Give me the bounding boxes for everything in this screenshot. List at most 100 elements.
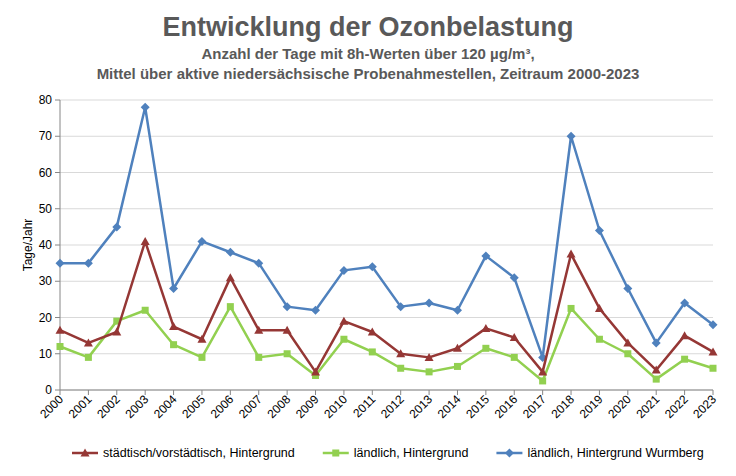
data-point — [112, 328, 121, 336]
data-point — [539, 377, 546, 384]
data-point — [595, 304, 604, 312]
data-point — [652, 338, 661, 347]
data-point — [84, 338, 93, 346]
data-point — [339, 317, 348, 325]
x-tick-label: 2007 — [236, 392, 265, 421]
y-tick — [55, 208, 60, 209]
chart: Entwicklung der OzonbelastungAnzahl der … — [0, 0, 736, 476]
y-tick — [55, 100, 60, 101]
data-point — [623, 338, 632, 346]
grid-line — [60, 208, 713, 209]
x-tick — [343, 390, 344, 395]
x-tick-label: 2002 — [94, 392, 123, 421]
x-tick-label: 2022 — [662, 392, 691, 421]
data-point — [141, 237, 150, 245]
data-point — [652, 366, 661, 374]
grid-line — [60, 136, 713, 137]
x-tick — [60, 390, 61, 395]
x-tick-label: 2012 — [378, 392, 407, 421]
x-tick-label: 2023 — [690, 392, 719, 421]
data-point — [623, 284, 632, 293]
x-tick-label: 2021 — [634, 392, 663, 421]
data-point — [454, 363, 461, 370]
data-point — [681, 356, 688, 363]
data-point — [709, 347, 718, 355]
data-point — [311, 367, 320, 375]
data-point — [197, 335, 206, 343]
x-tick-label: 2004 — [151, 392, 180, 421]
data-point — [624, 350, 631, 357]
data-point — [170, 341, 177, 348]
data-point — [85, 354, 92, 361]
x-tick — [485, 390, 486, 395]
data-point — [680, 331, 689, 339]
x-tick — [713, 390, 714, 395]
x-tick — [542, 390, 543, 395]
y-tick — [55, 172, 60, 173]
data-point — [226, 248, 235, 257]
data-point — [198, 354, 205, 361]
data-point — [653, 376, 660, 383]
data-point — [595, 226, 604, 235]
x-tick-label: 2016 — [492, 392, 521, 421]
data-point — [396, 349, 405, 357]
grid-line — [60, 317, 713, 318]
x-tick-label: 2000 — [37, 392, 66, 421]
data-point — [112, 222, 121, 231]
data-point — [368, 262, 377, 271]
data-point — [169, 322, 178, 330]
y-tick-label: 60 — [39, 166, 53, 180]
y-tick-label: 30 — [39, 274, 53, 288]
x-tick — [230, 390, 231, 395]
grid-line — [60, 100, 713, 101]
x-tick — [571, 390, 572, 395]
x-tick-label: 2013 — [406, 392, 435, 421]
data-point — [596, 336, 603, 343]
data-point — [510, 333, 519, 341]
x-tick — [372, 390, 373, 395]
data-point — [511, 354, 518, 361]
data-point — [396, 302, 405, 311]
series-line — [60, 241, 713, 372]
data-point — [227, 303, 234, 310]
data-point — [680, 299, 689, 308]
legend-label: ländlich, Hintergrund Wurmberg — [527, 446, 703, 460]
data-point — [339, 266, 348, 275]
data-point — [226, 273, 235, 281]
x-tick — [116, 390, 117, 395]
x-tick-label: 2003 — [123, 392, 152, 421]
data-point — [510, 273, 519, 282]
y-tick — [55, 390, 60, 391]
data-point — [425, 353, 434, 361]
x-tick — [258, 390, 259, 395]
title: Entwicklung der Ozonbelastung — [162, 12, 573, 42]
y-tick-label: 20 — [39, 311, 53, 325]
legend: städtisch/vorstädtisch, Hintergrundländl… — [72, 446, 704, 460]
data-point — [141, 103, 150, 112]
x-tick — [514, 390, 515, 395]
data-point — [142, 307, 149, 314]
x-tick — [88, 390, 89, 395]
x-tick-label: 2009 — [293, 392, 322, 421]
y-tick-label: 0 — [45, 383, 52, 397]
data-point — [425, 299, 434, 308]
x-tick — [656, 390, 657, 395]
x-tick — [287, 390, 288, 395]
data-point — [453, 306, 462, 315]
y-tick — [55, 281, 60, 282]
y-tick-label: 10 — [39, 347, 53, 361]
data-point — [709, 320, 718, 329]
x-tick-label: 2010 — [321, 392, 350, 421]
x-tick-label: 2014 — [435, 392, 464, 421]
data-point — [538, 367, 547, 375]
data-point — [197, 237, 206, 246]
y-tick-label: 70 — [39, 129, 53, 143]
x-tick-label: 2006 — [208, 392, 237, 421]
x-tick — [201, 390, 202, 395]
data-point — [567, 250, 576, 258]
x-tick-label: 2020 — [605, 392, 634, 421]
data-point — [254, 259, 263, 268]
data-point — [56, 259, 65, 268]
data-point — [283, 302, 292, 311]
data-point — [397, 365, 404, 372]
